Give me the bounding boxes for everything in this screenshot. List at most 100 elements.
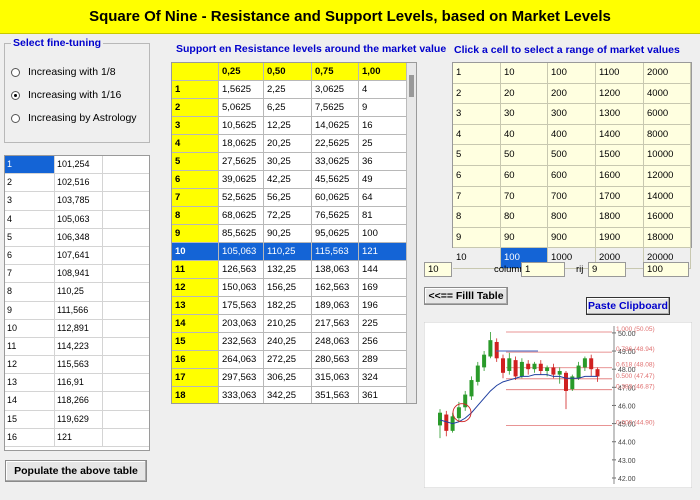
grid-cell[interactable]: 189,063 — [312, 297, 359, 314]
market-row-index[interactable]: 7 — [453, 186, 501, 207]
grid-cell[interactable]: 217,563 — [312, 315, 359, 332]
grid-row[interactable]: 4 18,0625 20,25 22,5625 25 — [172, 135, 416, 153]
grid-cell[interactable]: 56,25 — [264, 189, 312, 206]
grid-row-header[interactable]: 1 — [172, 81, 219, 98]
market-value-cell[interactable]: 100 — [548, 63, 596, 83]
list-row[interactable]: 11 114,223 — [5, 337, 149, 357]
grid-header-cell[interactable]: 0,50 — [264, 63, 312, 80]
grid-cell[interactable]: 22,5625 — [312, 135, 359, 152]
grid-cell[interactable]: 20,25 — [264, 135, 312, 152]
grid-row[interactable]: 12 150,063 156,25 162,563 169 — [172, 279, 416, 297]
grid-cell[interactable]: 16 — [359, 117, 408, 134]
market-value-cell[interactable]: 80 — [501, 207, 548, 227]
grid-header-cell[interactable]: 0,75 — [312, 63, 359, 80]
grid-row-header[interactable]: 3 — [172, 117, 219, 134]
market-value-cell[interactable]: 1000 — [548, 248, 596, 268]
market-value-cell[interactable]: 8000 — [644, 124, 691, 145]
market-row[interactable]: 5 50 500 1500 10000 — [453, 145, 691, 166]
grid-cell[interactable]: 324 — [359, 369, 408, 386]
grid-row[interactable]: 6 39,0625 42,25 45,5625 49 — [172, 171, 416, 189]
market-value-cell[interactable]: 18000 — [644, 227, 691, 248]
grid-row[interactable]: 3 10,5625 12,25 14,0625 16 — [172, 117, 416, 135]
grid-cell[interactable]: 150,063 — [219, 279, 264, 296]
support-resistance-grid[interactable]: 0,25 0,50 0,75 1,00 1 1,5625 2,25 3,0625 4 2 5,062… — [171, 62, 417, 404]
grid-cell[interactable]: 3,0625 — [312, 81, 359, 98]
grid-cell[interactable]: 1,5625 — [219, 81, 264, 98]
grid-row[interactable]: 13 175,563 182,25 189,063 196 — [172, 297, 416, 315]
market-value-cell[interactable]: 2000 — [644, 63, 691, 83]
market-value-cell[interactable]: 10 — [501, 63, 548, 83]
list-row[interactable]: 4 105,063 — [5, 210, 149, 229]
grid-cell[interactable]: 39,0625 — [219, 171, 264, 188]
grid-row-header[interactable]: 7 — [172, 189, 219, 206]
grid-row-header[interactable]: 13 — [172, 297, 219, 314]
grid-cell[interactable]: 45,5625 — [312, 171, 359, 188]
grid-cell[interactable]: 14,0625 — [312, 117, 359, 134]
market-value-cell[interactable]: 1100 — [596, 63, 644, 83]
market-row-index[interactable]: 4 — [453, 124, 501, 145]
grid-row-header[interactable]: 18 — [172, 387, 219, 403]
grid-header-cell[interactable]: 1,00 — [359, 63, 408, 80]
paste-clipboard-button[interactable]: Paste Clipboard — [586, 297, 670, 315]
grid-cell[interactable]: 333,063 — [219, 387, 264, 403]
market-value-cell[interactable]: 500 — [548, 145, 596, 165]
list-row[interactable]: 3 103,785 — [5, 192, 149, 211]
market-value-cell[interactable]: 14000 — [644, 186, 691, 207]
market-value-cell[interactable]: 1700 — [596, 186, 644, 207]
grid-row-header[interactable]: 4 — [172, 135, 219, 152]
grid-cell[interactable]: 30,25 — [264, 153, 312, 170]
grid-cell[interactable]: 315,063 — [312, 369, 359, 386]
market-value-cell[interactable]: 1800 — [596, 207, 644, 227]
market-value-cell[interactable]: 4000 — [644, 83, 691, 104]
grid-row[interactable]: 8 68,0625 72,25 76,5625 81 — [172, 207, 416, 225]
list-row[interactable]: 1 101,254 — [5, 156, 149, 175]
market-row[interactable]: 6 60 600 1600 12000 — [453, 165, 691, 187]
grid-cell[interactable]: 42,25 — [264, 171, 312, 188]
market-value-cell[interactable]: 800 — [548, 207, 596, 227]
grid-cell[interactable]: 138,063 — [312, 261, 359, 278]
grid-row-header[interactable]: 11 — [172, 261, 219, 278]
market-value-cell[interactable]: 1900 — [596, 227, 644, 248]
market-value-cell[interactable]: 6000 — [644, 104, 691, 124]
grid-row[interactable]: 14 203,063 210,25 217,563 225 — [172, 315, 416, 333]
grid-row-header[interactable]: 12 — [172, 279, 219, 296]
grid-header-cell[interactable] — [172, 63, 219, 80]
grid-cell[interactable]: 68,0625 — [219, 207, 264, 224]
grid-cell[interactable]: 85,5625 — [219, 225, 264, 242]
grid-cell[interactable]: 297,563 — [219, 369, 264, 386]
market-value-cell[interactable]: 1400 — [596, 124, 644, 145]
market-value-cell[interactable]: 70 — [501, 186, 548, 207]
grid-cell[interactable]: 115,563 — [312, 243, 359, 260]
grid-row-header[interactable]: 5 — [172, 153, 219, 170]
radio-increasing-1-16[interactable]: Increasing with 1/16 — [11, 89, 121, 101]
grid-row[interactable]: 9 85,5625 90,25 95,0625 100 — [172, 225, 416, 243]
grid-row[interactable]: 7 52,5625 56,25 60,0625 64 — [172, 189, 416, 207]
market-row[interactable]: 7 70 700 1700 14000 — [453, 186, 691, 208]
market-value-cell[interactable]: 700 — [548, 186, 596, 207]
grid-cell[interactable]: 196 — [359, 297, 408, 314]
grid-cell[interactable]: 10,5625 — [219, 117, 264, 134]
list-row[interactable]: 10 112,891 — [5, 319, 149, 338]
grid-row[interactable]: 17 297,563 306,25 315,063 324 — [172, 369, 416, 387]
market-value-cell[interactable]: 20 — [501, 83, 548, 104]
grid-cell[interactable]: 81 — [359, 207, 408, 224]
market-row-index[interactable]: 6 — [453, 165, 501, 186]
market-value-cell[interactable]: 90 — [501, 227, 548, 248]
grid-cell[interactable]: 33,0625 — [312, 153, 359, 170]
grid-cell[interactable]: 60,0625 — [312, 189, 359, 206]
grid-cell[interactable]: 9 — [359, 99, 408, 116]
grid-cell[interactable]: 110,25 — [264, 243, 312, 260]
grid-cell[interactable]: 169 — [359, 279, 408, 296]
grid-row[interactable]: 2 5,0625 6,25 7,5625 9 — [172, 99, 416, 117]
grid-cell[interactable]: 306,25 — [264, 369, 312, 386]
market-value-cell[interactable]: 2000 — [596, 248, 644, 268]
grid-row[interactable]: 10 105,063 110,25 115,563 121 — [172, 243, 416, 261]
list-row[interactable]: 13 116,91 — [5, 374, 149, 393]
grid-cell[interactable]: 210,25 — [264, 315, 312, 332]
market-row[interactable]: 8 80 800 1800 16000 — [453, 207, 691, 228]
market-value-cell[interactable]: 600 — [548, 165, 596, 186]
levels-list[interactable]: 1 101,254 2 102,516 3 103,785 4 105,063 5 106,348… — [4, 155, 150, 451]
grid-row[interactable]: 18 333,063 342,25 351,563 361 — [172, 387, 416, 403]
grid-cell[interactable]: 280,563 — [312, 351, 359, 368]
market-row-index[interactable]: 5 — [453, 145, 501, 165]
